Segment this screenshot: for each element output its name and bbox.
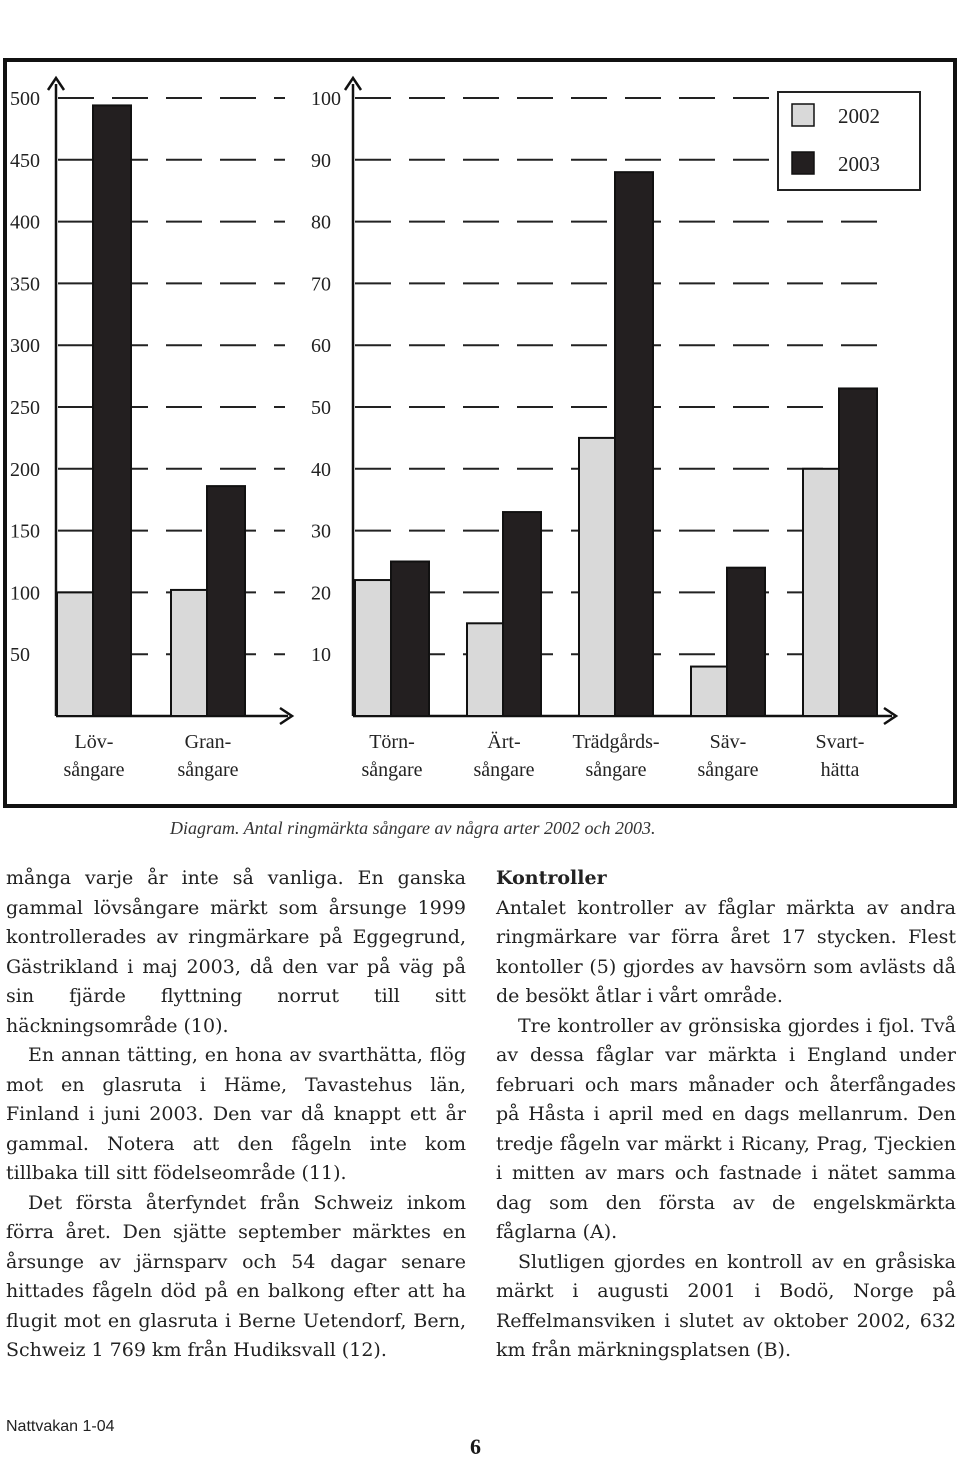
category-label: Svart- bbox=[816, 731, 865, 753]
left-tick-label: 50 bbox=[10, 644, 30, 666]
left-text-column: många varje år inte så vanliga. En gansk… bbox=[6, 864, 466, 1366]
left-column-paragraph: många varje år inte så vanliga. En gansk… bbox=[6, 867, 466, 1037]
left-column-paragraph: Det första återfyndet från Schweiz inkom… bbox=[6, 1191, 466, 1362]
right-tick-label: 20 bbox=[311, 582, 331, 604]
left-column-paragraph: En annan tätting, en hona av svarthätta,… bbox=[6, 1044, 466, 1184]
bar-2002 bbox=[56, 591, 94, 718]
legend-swatch-2003 bbox=[791, 151, 815, 175]
section-heading: Kontroller bbox=[496, 867, 607, 889]
right-tick-label: 90 bbox=[311, 150, 331, 172]
right-column-paragraph: Tre kontroller av grönsiska gjordes i fj… bbox=[496, 1014, 956, 1244]
right-column-paragraph: Slutligen gjordes en kontroll av en grås… bbox=[496, 1250, 956, 1362]
right-x-arrow bbox=[883, 706, 899, 726]
right-tick-label: 10 bbox=[311, 644, 331, 666]
left-x-arrow bbox=[279, 706, 295, 726]
legend-swatch-2002 bbox=[791, 103, 815, 127]
left-tick-label: 350 bbox=[10, 273, 40, 295]
right-tick-label: 70 bbox=[311, 273, 331, 295]
bar-2002 bbox=[578, 436, 616, 717]
bar-2003 bbox=[206, 485, 246, 717]
chart-caption: Diagram. Antal ringmärkta sångare av någ… bbox=[170, 818, 656, 838]
bar-2002 bbox=[170, 588, 208, 717]
publication-name: Nattvakan 1-04 bbox=[6, 1418, 115, 1435]
legend-label-2002: 2002 bbox=[838, 104, 880, 128]
bar-2003 bbox=[838, 387, 878, 717]
category-label: sångare bbox=[177, 759, 238, 781]
bar-2002 bbox=[802, 467, 840, 717]
category-label: sångare bbox=[361, 759, 422, 781]
bar-2002 bbox=[690, 665, 728, 717]
category-label: sångare bbox=[63, 759, 124, 781]
right-tick-label: 100 bbox=[311, 88, 341, 110]
left-tick-label: 300 bbox=[10, 335, 40, 357]
category-label: Törn- bbox=[369, 731, 415, 753]
category-label: Säv- bbox=[710, 731, 747, 753]
right-tick-label: 30 bbox=[311, 521, 331, 543]
right-tick-label: 50 bbox=[311, 397, 331, 419]
left-tick-label: 250 bbox=[10, 397, 40, 419]
bar-2003 bbox=[390, 560, 430, 717]
right-column-paragraph: Antalet kontroller av fåglar märkta av a… bbox=[496, 896, 956, 1008]
category-label: sångare bbox=[473, 759, 534, 781]
category-label: Gran- bbox=[185, 731, 232, 753]
right-tick-label: 60 bbox=[311, 335, 331, 357]
left-tick-label: 450 bbox=[10, 150, 40, 172]
left-tick-label: 150 bbox=[10, 521, 40, 543]
category-label: hätta bbox=[821, 759, 860, 781]
right-y-arrow bbox=[343, 75, 363, 91]
chart-frame bbox=[3, 58, 957, 808]
right-tick-label: 40 bbox=[311, 459, 331, 481]
left-tick-label: 500 bbox=[10, 88, 40, 110]
right-tick-label: 80 bbox=[311, 212, 331, 234]
bar-chart: 50 10 100 20 150 30 200 40 250 50 300 60 350 70 400 80 4… bbox=[10, 75, 921, 781]
category-label: sångare bbox=[697, 759, 758, 781]
bar-2002 bbox=[466, 622, 504, 717]
page-number: 6 bbox=[470, 1434, 481, 1459]
right-text-column: Kontroller Antalet kontroller av fåglar … bbox=[496, 864, 956, 1366]
category-label: Löv- bbox=[75, 731, 114, 753]
category-label: Ärt- bbox=[487, 730, 520, 753]
left-tick-label: 100 bbox=[10, 582, 40, 604]
category-label: sångare bbox=[585, 759, 646, 781]
legend-label-2003: 2003 bbox=[838, 152, 880, 176]
bar-2003 bbox=[502, 511, 542, 717]
left-tick-label: 200 bbox=[10, 459, 40, 481]
category-label: Trädgårds- bbox=[572, 731, 659, 753]
bar-2003 bbox=[92, 104, 132, 717]
bar-2002 bbox=[354, 579, 392, 717]
left-tick-label: 400 bbox=[10, 212, 40, 234]
bar-2003 bbox=[726, 566, 766, 717]
bar-2003 bbox=[614, 171, 654, 718]
left-y-arrow bbox=[46, 75, 66, 91]
